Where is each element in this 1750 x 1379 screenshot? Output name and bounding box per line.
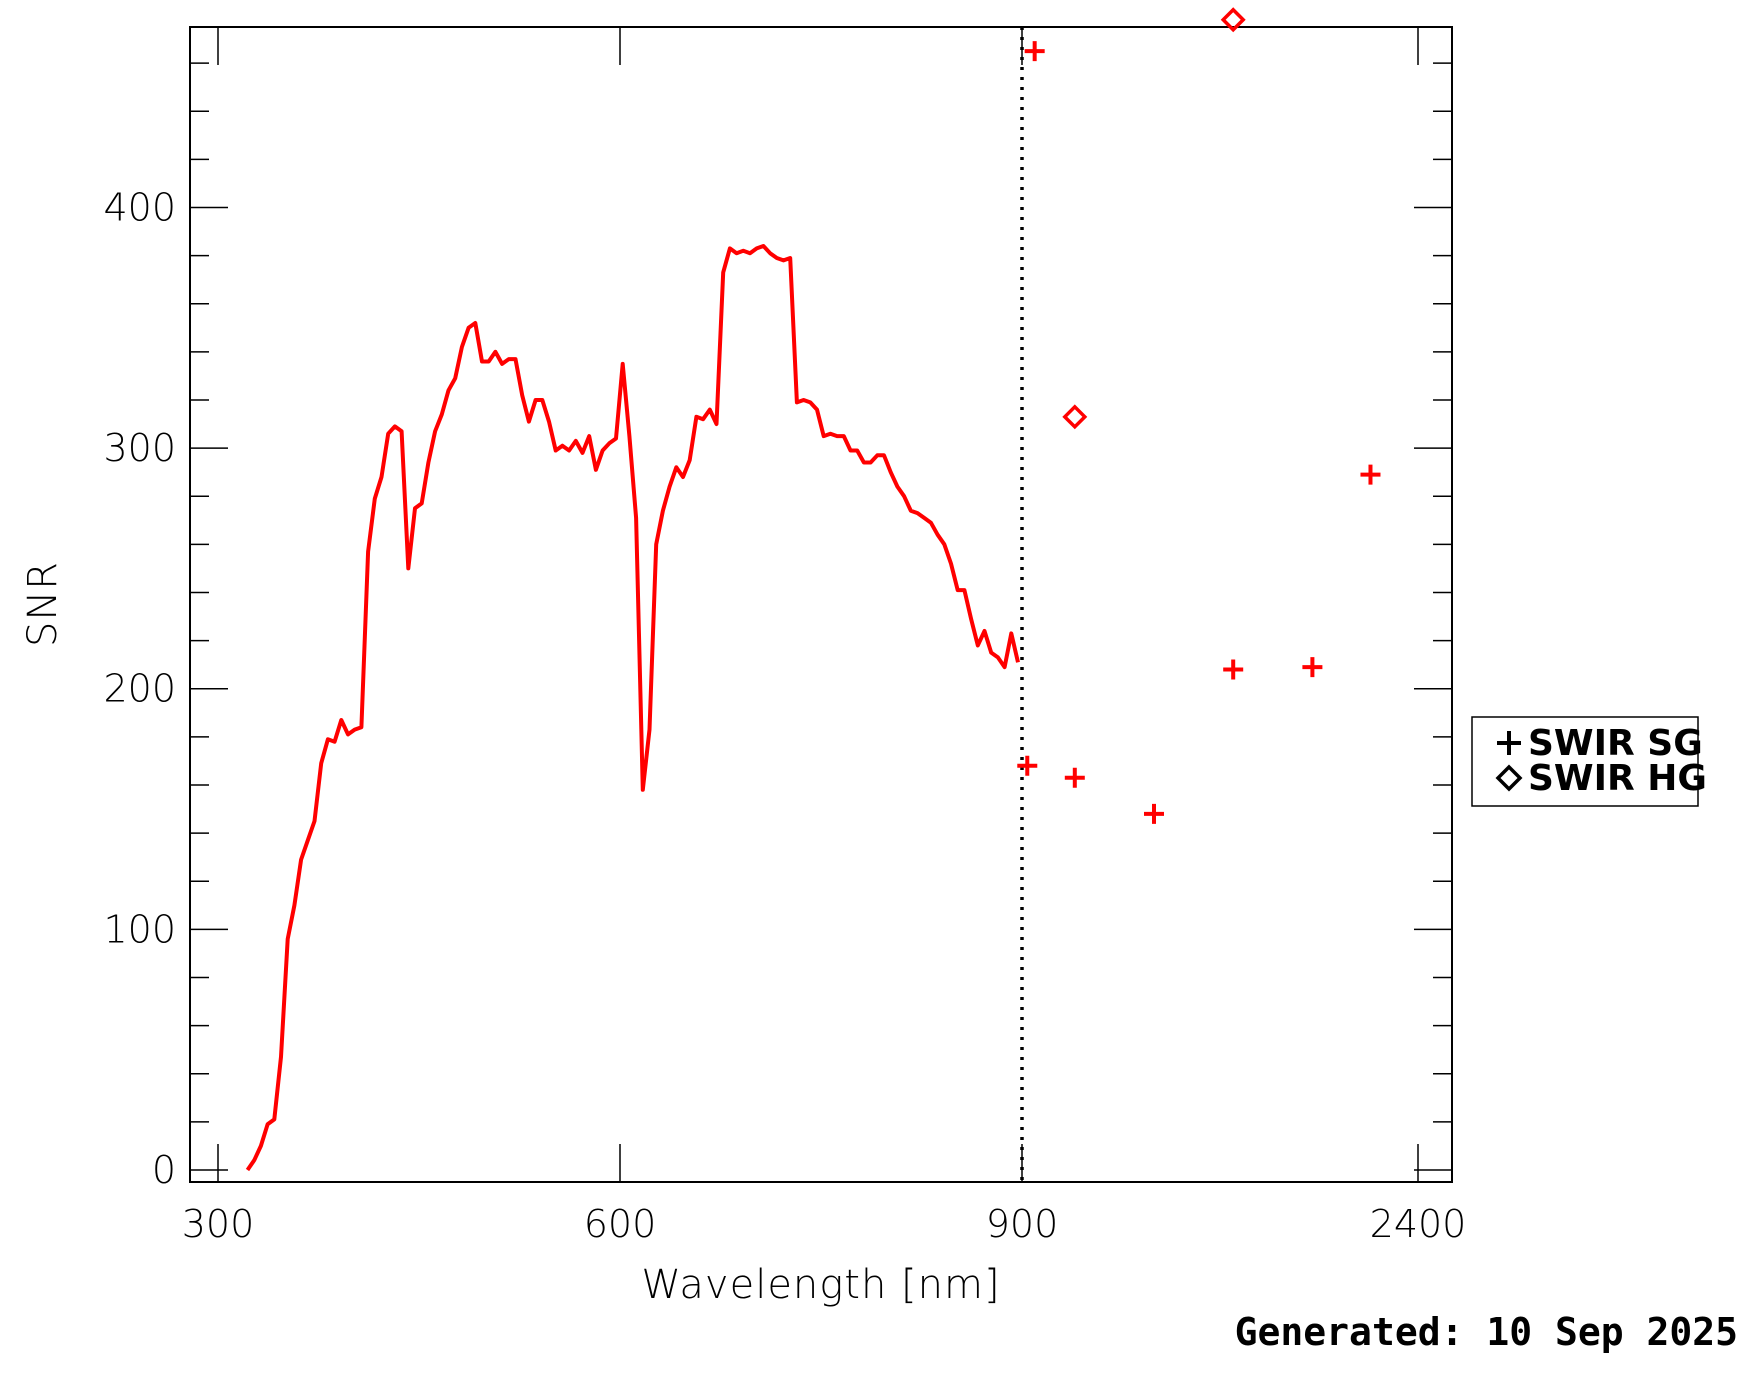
y-axis-label: SNR xyxy=(20,561,66,647)
x-tick-label: 300 xyxy=(182,1202,255,1246)
x-tick-label: 600 xyxy=(584,1202,657,1246)
swir-sg-point xyxy=(1223,659,1244,680)
y-tick-label: 200 xyxy=(103,667,176,711)
y-tick-label: 100 xyxy=(103,907,176,951)
data-series xyxy=(245,7,1381,1172)
swir-sg-point xyxy=(1017,755,1038,776)
legend-item-swir-sg: SWIR SG xyxy=(1497,723,1703,764)
vnir-snr-line xyxy=(245,244,1020,1172)
y-tick-label: 0 xyxy=(152,1148,176,1192)
legend: SWIR SG SWIR HG xyxy=(1471,716,1707,807)
axis-tick-labels: 0 100 200 300 400 300 600 900 2400 xyxy=(103,185,1466,1246)
swir-hg-point xyxy=(1220,7,1246,33)
swir-sg-point xyxy=(1024,41,1045,62)
x-tick-label: 2400 xyxy=(1370,1202,1467,1246)
diamond-marker-icon xyxy=(1495,764,1523,792)
axis-ticks xyxy=(190,27,1452,1182)
plus-marker-icon xyxy=(1497,731,1521,755)
y-tick-label: 400 xyxy=(103,185,176,229)
swir-sg-point xyxy=(1064,767,1085,788)
legend-label-swir-hg: SWIR HG xyxy=(1528,758,1707,799)
x-tick-label: 900 xyxy=(986,1202,1059,1246)
generated-date: Generated: 10 Sep 2025 xyxy=(1234,1310,1738,1354)
swir-sg-point xyxy=(1360,464,1381,485)
legend-item-swir-hg: SWIR HG xyxy=(1495,758,1707,799)
swir-sg-point xyxy=(1302,657,1323,678)
swir-hg-point xyxy=(1062,404,1088,430)
plot-frame xyxy=(189,26,1453,1183)
x-axis-label: Wavelength [nm] xyxy=(641,1262,1000,1308)
swir-sg-point xyxy=(1144,803,1164,824)
legend-label-swir-sg: SWIR SG xyxy=(1528,723,1703,764)
y-tick-label: 300 xyxy=(103,426,176,470)
